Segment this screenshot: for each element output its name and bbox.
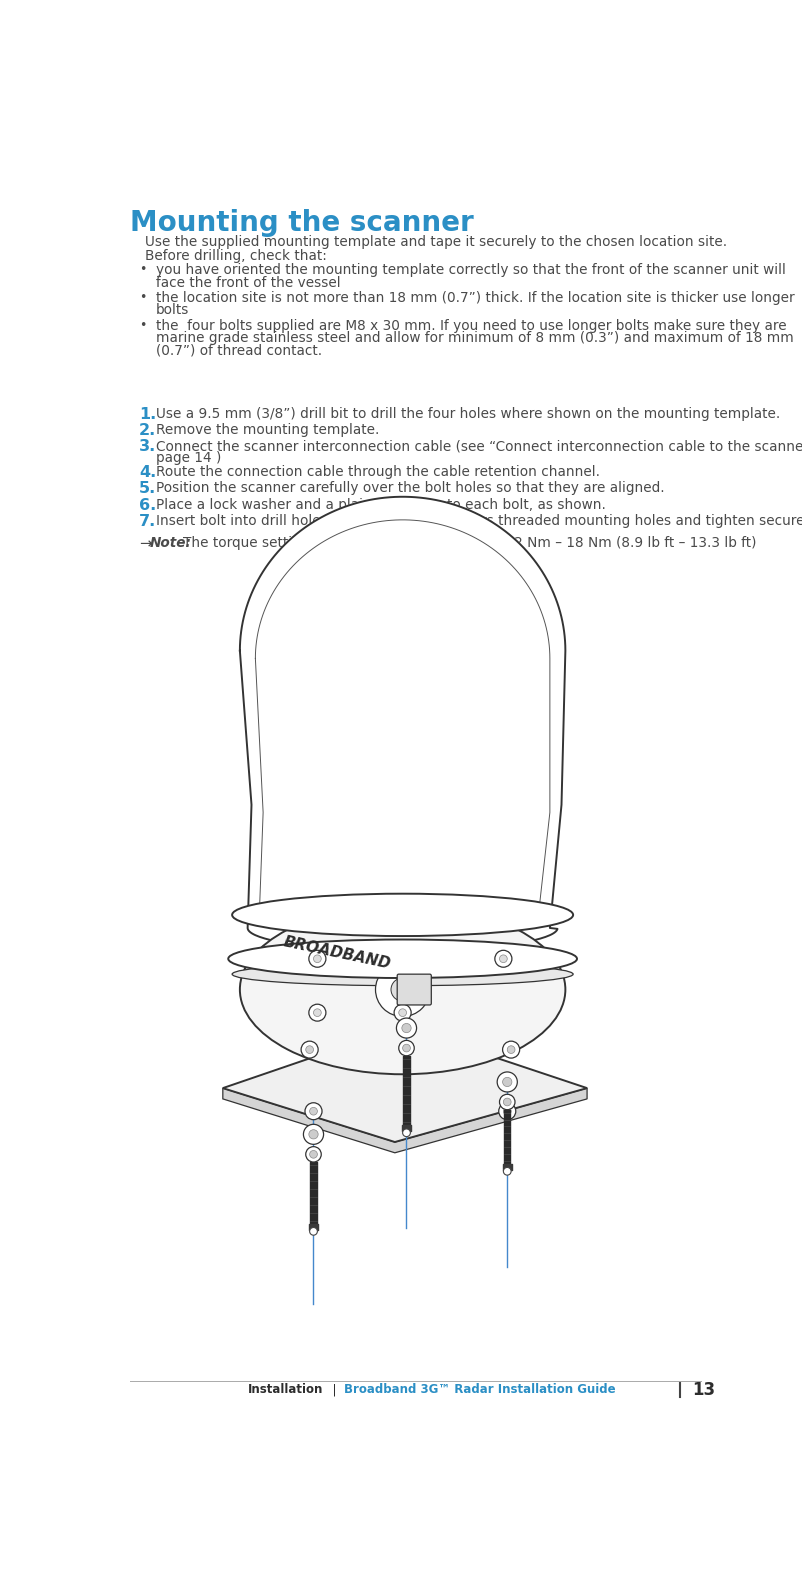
- Text: Use a 9.5 mm (3/8”) drill bit to drill the four holes where shown on the mountin: Use a 9.5 mm (3/8”) drill bit to drill t…: [156, 407, 780, 420]
- Text: Insert bolt into drill hole and locate into scanners threaded mounting holes and: Insert bolt into drill hole and locate i…: [156, 514, 802, 527]
- Circle shape: [399, 1008, 406, 1016]
- Text: marine grade stainless steel and allow for minimum of 8 mm (0.3”) and maximum of: marine grade stainless steel and allow f…: [156, 332, 793, 344]
- Text: Remove the mounting template.: Remove the mounting template.: [156, 423, 379, 437]
- Circle shape: [396, 1018, 416, 1038]
- Text: face the front of the vessel: face the front of the vessel: [156, 275, 340, 289]
- Text: Place a lock washer and a plain washer onto each bolt, as shown.: Place a lock washer and a plain washer o…: [156, 497, 606, 511]
- Text: Connect the scanner interconnection cable (see “Connect interconnection cable to: Connect the scanner interconnection cabl…: [156, 439, 802, 453]
- Text: 1.: 1.: [139, 407, 156, 422]
- Text: Route the connection cable through the cable retention channel.: Route the connection cable through the c…: [156, 466, 599, 480]
- Circle shape: [394, 1004, 411, 1021]
- Text: (0.7”) of thread contact.: (0.7”) of thread contact.: [156, 343, 322, 357]
- Circle shape: [401, 1024, 411, 1033]
- Circle shape: [309, 1129, 318, 1139]
- Text: 6.: 6.: [139, 497, 156, 513]
- Circle shape: [306, 1046, 313, 1054]
- Circle shape: [503, 1098, 511, 1106]
- Circle shape: [502, 1041, 519, 1059]
- Circle shape: [391, 978, 414, 1000]
- Circle shape: [502, 1078, 511, 1087]
- Circle shape: [399, 1040, 414, 1055]
- Text: 7.: 7.: [139, 514, 156, 529]
- Text: page 14 ): page 14 ): [156, 451, 221, 466]
- Circle shape: [499, 1095, 514, 1109]
- Text: the  four bolts supplied are M8 x 30 mm. If you need to use longer bolts make su: the four bolts supplied are M8 x 30 mm. …: [156, 319, 786, 333]
- Text: Use the supplied mounting template and tape it securely to the chosen location s: Use the supplied mounting template and t…: [145, 234, 727, 249]
- Circle shape: [499, 955, 507, 963]
- Text: the location site is not more than 18 mm (0.7”) thick. If the location site is t: the location site is not more than 18 mm…: [156, 291, 794, 305]
- Circle shape: [496, 1071, 516, 1092]
- Circle shape: [503, 1167, 511, 1175]
- Polygon shape: [222, 1027, 586, 1142]
- Polygon shape: [240, 497, 565, 952]
- Text: 3.: 3.: [139, 439, 156, 455]
- Text: Installation: Installation: [248, 1384, 323, 1397]
- Text: →: →: [139, 536, 152, 551]
- Ellipse shape: [232, 963, 573, 986]
- Text: Broadband 3G™ Radar Installation Guide: Broadband 3G™ Radar Installation Guide: [344, 1384, 615, 1397]
- FancyBboxPatch shape: [397, 974, 431, 1005]
- Text: bolts: bolts: [156, 304, 189, 318]
- Text: Position the scanner carefully over the bolt holes so that they are aligned.: Position the scanner carefully over the …: [156, 481, 664, 495]
- Circle shape: [303, 1125, 323, 1144]
- Text: 13: 13: [691, 1381, 714, 1398]
- Text: •: •: [139, 291, 146, 304]
- Text: 2.: 2.: [139, 423, 156, 437]
- Text: Mounting the scanner: Mounting the scanner: [130, 209, 473, 238]
- Circle shape: [494, 950, 511, 967]
- Circle shape: [402, 1129, 410, 1137]
- Text: •: •: [139, 319, 146, 332]
- Ellipse shape: [228, 939, 577, 978]
- Text: •: •: [139, 263, 146, 277]
- Circle shape: [309, 1004, 326, 1021]
- Circle shape: [306, 1147, 321, 1162]
- Circle shape: [503, 1107, 511, 1115]
- Circle shape: [301, 1041, 318, 1059]
- Circle shape: [402, 1044, 410, 1052]
- Text: you have oriented the mounting template correctly so that the front of the scann: you have oriented the mounting template …: [156, 263, 785, 277]
- Text: Before drilling, check that:: Before drilling, check that:: [145, 249, 326, 263]
- Text: 5.: 5.: [139, 481, 156, 497]
- Text: The torque settings for the mounting bolts are 12 Nm – 18 Nm (8.9 lb ft – 13.3 l: The torque settings for the mounting bol…: [183, 536, 755, 551]
- Circle shape: [313, 1008, 321, 1016]
- Circle shape: [309, 950, 326, 967]
- Circle shape: [310, 1227, 317, 1235]
- Text: BROADBAND: BROADBAND: [282, 934, 392, 972]
- Polygon shape: [222, 1089, 586, 1153]
- Circle shape: [305, 1103, 322, 1120]
- Text: Note:: Note:: [150, 536, 192, 551]
- Text: 4.: 4.: [139, 466, 156, 480]
- Ellipse shape: [240, 904, 565, 1074]
- Circle shape: [375, 963, 429, 1016]
- Circle shape: [498, 1103, 515, 1120]
- Circle shape: [313, 955, 321, 963]
- Ellipse shape: [232, 893, 573, 936]
- Circle shape: [507, 1046, 514, 1054]
- Circle shape: [310, 1107, 317, 1115]
- Text: |: |: [325, 1384, 344, 1397]
- Circle shape: [310, 1150, 317, 1158]
